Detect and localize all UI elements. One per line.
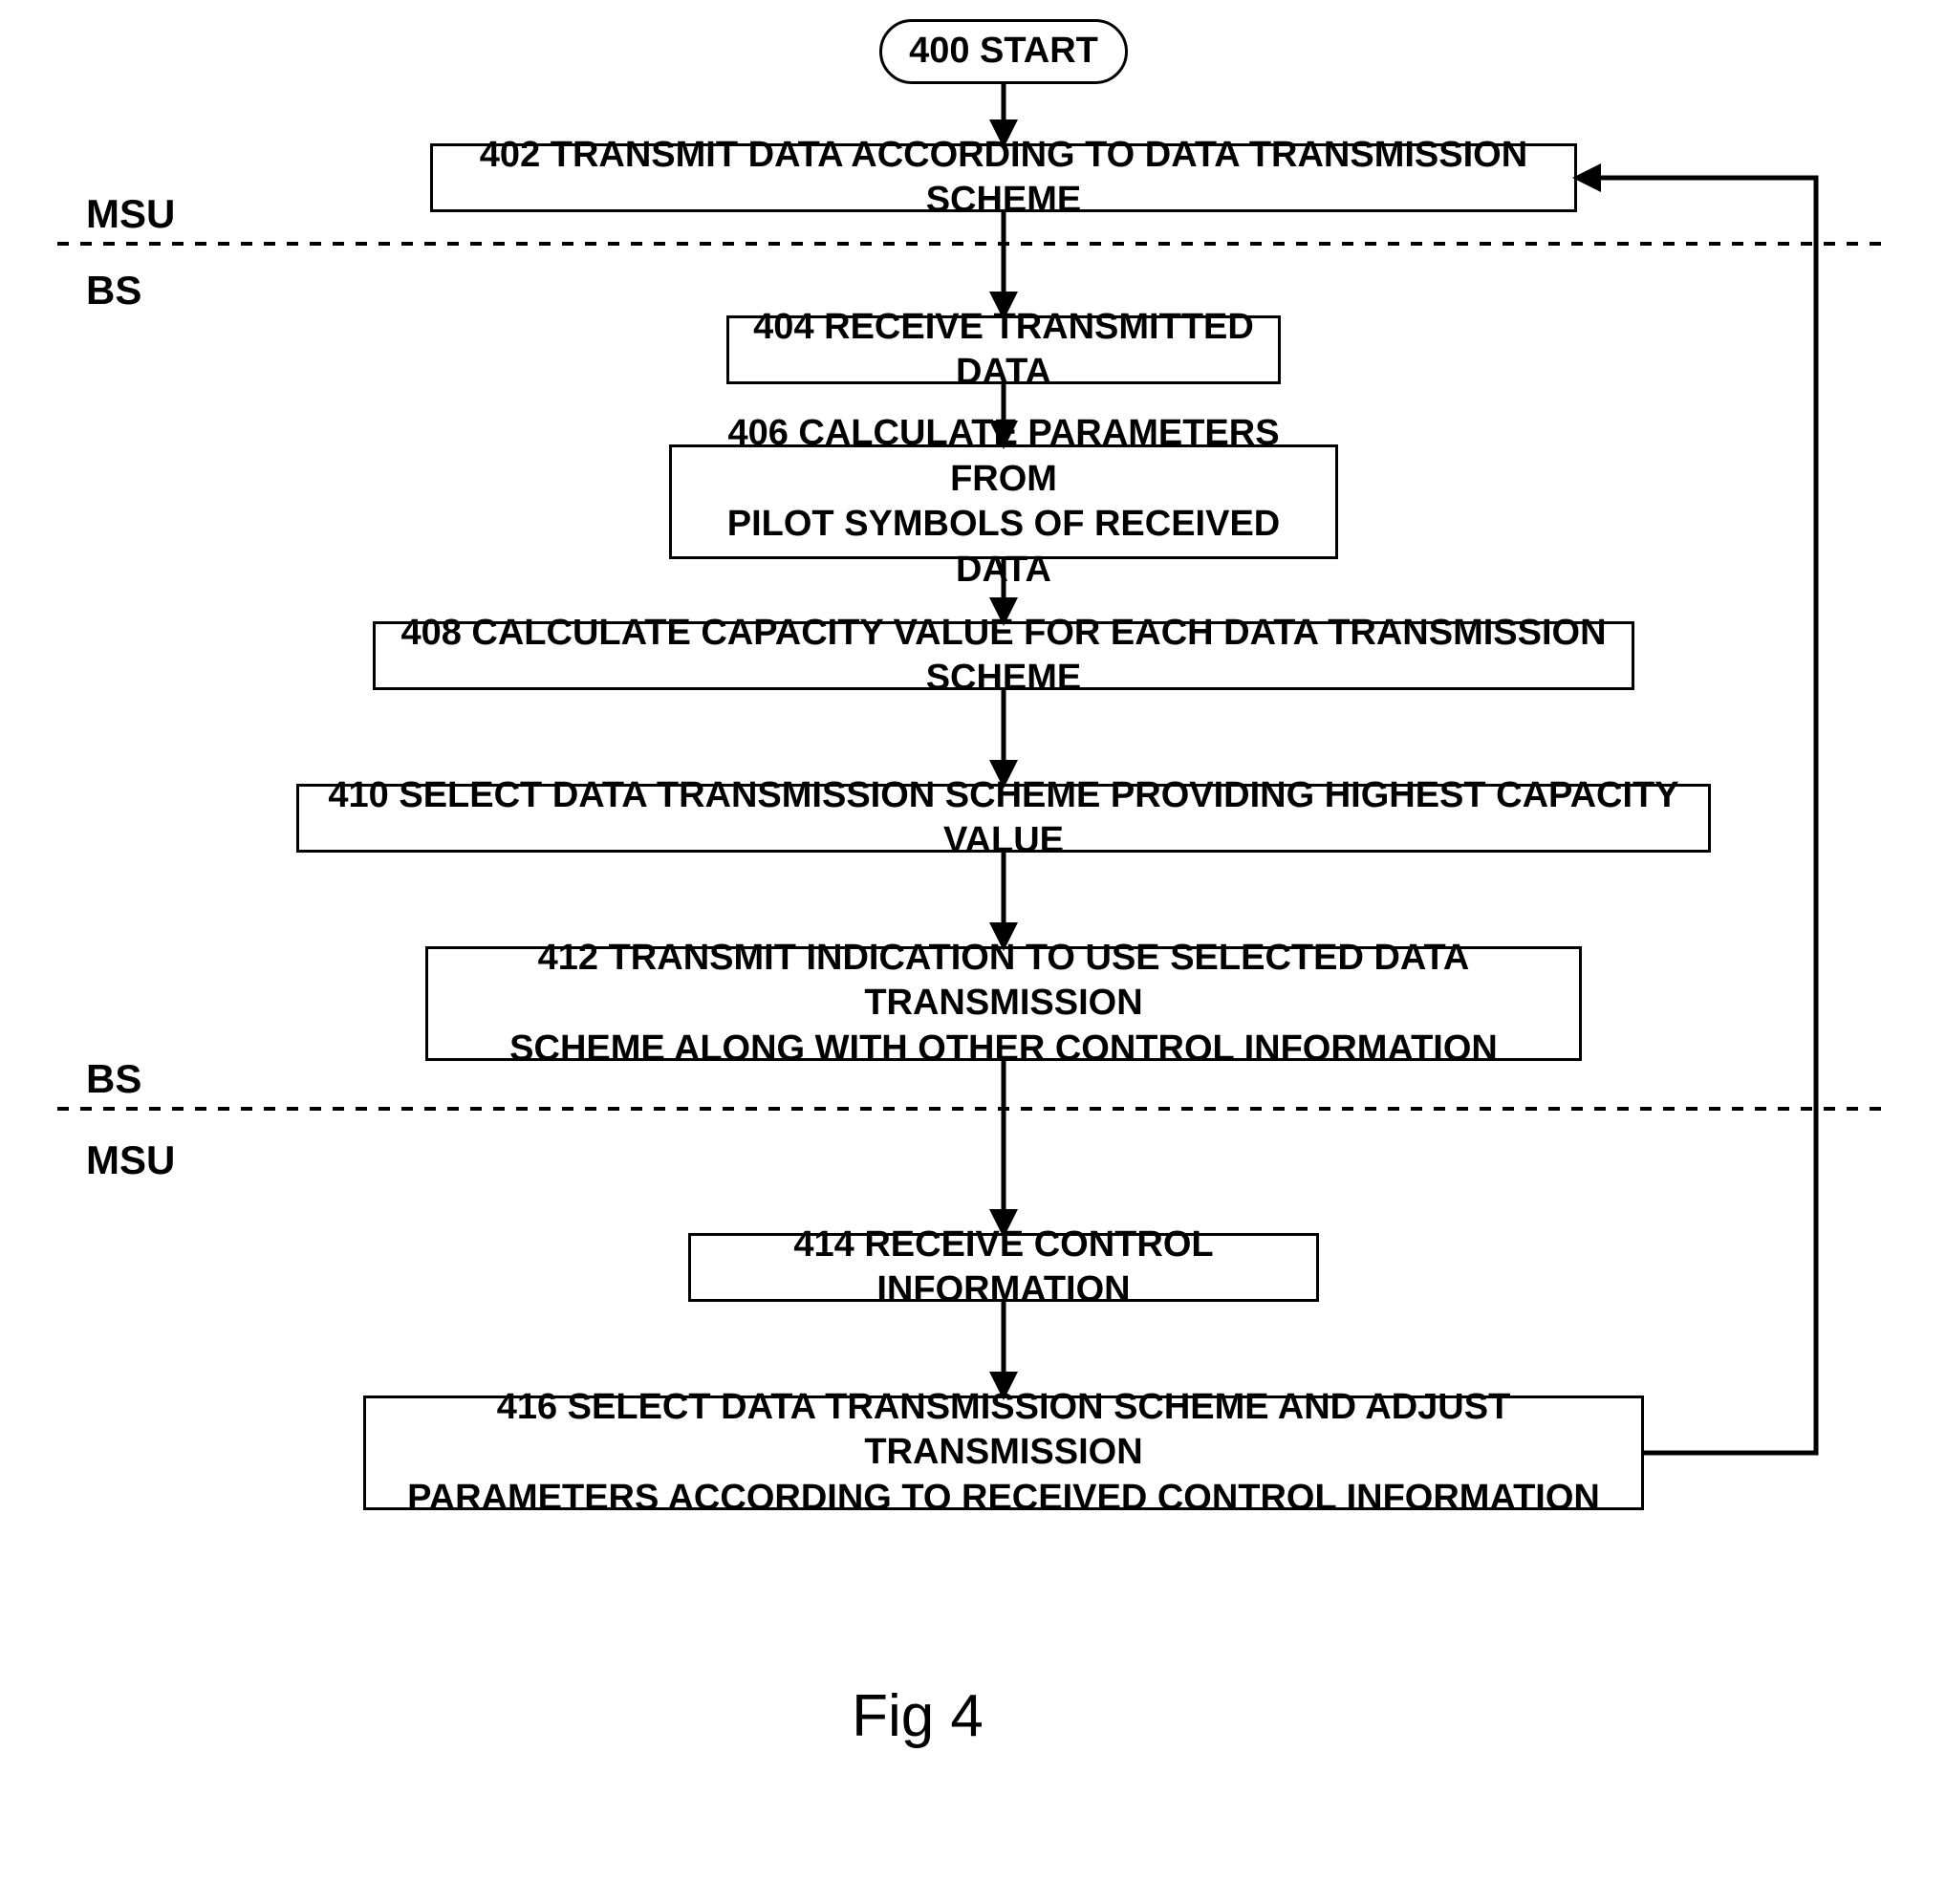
flow-box-text-b416: 416 SELECT DATA TRANSMISSION SCHEME AND …: [385, 1385, 1622, 1522]
flow-box-text-b406: 406 CALCULATE PARAMETERS FROMPILOT SYMBO…: [691, 411, 1316, 593]
flow-box-text-b402: 402 TRANSMIT DATA ACCORDING TO DATA TRAN…: [452, 133, 1555, 224]
flow-box-text-b404: 404 RECEIVE TRANSMITTED DATA: [748, 305, 1259, 396]
flow-box-text-b412: 412 TRANSMIT INDICATION TO USE SELECTED …: [447, 936, 1560, 1072]
flow-box-b406: 406 CALCULATE PARAMETERS FROMPILOT SYMBO…: [669, 444, 1338, 559]
flow-box-b412: 412 TRANSMIT INDICATION TO USE SELECTED …: [425, 946, 1582, 1061]
swimlane-label-bs_bottom: BS: [86, 1056, 141, 1102]
swimlane-label-msu_bottom: MSU: [86, 1137, 175, 1183]
figure-caption: Fig 4: [852, 1682, 984, 1750]
swimlane-label-msu_top: MSU: [86, 191, 175, 237]
flowchart-container: 400 START 402 TRANSMIT DATA ACCORDING TO …: [0, 0, 1946, 1904]
flow-box-text-b408: 408 CALCULATE CAPACITY VALUE FOR EACH DA…: [395, 611, 1612, 702]
swimlane-label-bs_top: BS: [86, 268, 141, 314]
flow-box-text-start: 400 START: [909, 29, 1098, 75]
flow-box-b410: 410 SELECT DATA TRANSMISSION SCHEME PROV…: [296, 784, 1711, 853]
flow-box-text-b410: 410 SELECT DATA TRANSMISSION SCHEME PROV…: [318, 773, 1689, 864]
flow-box-start: 400 START: [879, 19, 1128, 84]
flow-box-b414: 414 RECEIVE CONTROL INFORMATION: [688, 1233, 1319, 1302]
flow-box-b402: 402 TRANSMIT DATA ACCORDING TO DATA TRAN…: [430, 143, 1577, 212]
flow-box-b408: 408 CALCULATE CAPACITY VALUE FOR EACH DA…: [373, 621, 1634, 690]
flow-box-text-b414: 414 RECEIVE CONTROL INFORMATION: [710, 1222, 1297, 1313]
flow-box-b404: 404 RECEIVE TRANSMITTED DATA: [726, 315, 1281, 384]
flow-box-b416: 416 SELECT DATA TRANSMISSION SCHEME AND …: [363, 1396, 1644, 1510]
